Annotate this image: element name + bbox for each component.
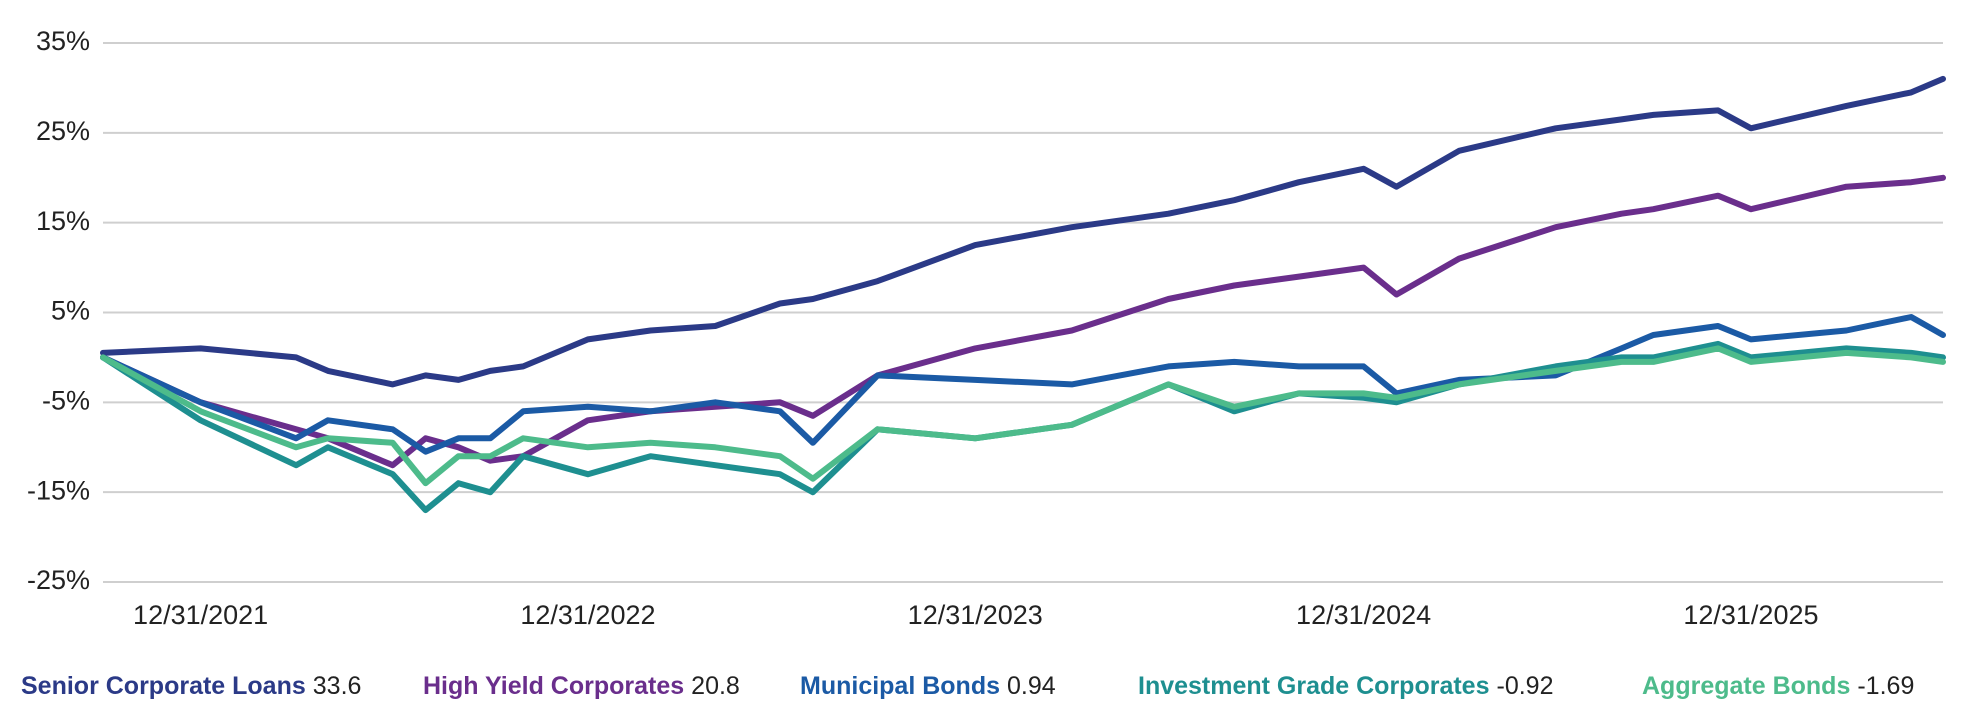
series-line [100,174,1946,469]
legend-name: Aggregate Bonds [1642,672,1850,700]
legend-value: 33.6 [313,672,362,700]
series-line [100,345,1946,487]
x-tick-label: 12/31/2022 [520,600,655,630]
legend-entry: Aggregate Bonds -1.69 [1642,672,1914,700]
legend-name: High Yield Corporates [423,672,684,700]
legend-entry: High Yield Corporates 20.8 [423,672,740,700]
legend-value: -0.92 [1497,672,1554,700]
legend-entry: Municipal Bonds 0.94 [800,672,1056,700]
x-tick-label: 12/31/2021 [133,600,268,630]
x-tick-label: 12/31/2024 [1296,600,1431,630]
legend-name: Municipal Bonds [800,672,1000,700]
y-tick-label: 5% [51,296,90,326]
legend-entry: Investment Grade Corporates -0.92 [1138,672,1553,700]
y-tick-label: 35% [36,26,90,56]
y-tick-label: -15% [27,475,90,505]
legend-value: 0.94 [1007,672,1056,700]
y-tick-label: 25% [36,116,90,146]
y-tick-label: 15% [36,206,90,236]
series-line [100,314,1946,455]
legend-value: 20.8 [691,672,740,700]
y-tick-label: -25% [27,565,90,595]
y-tick-label: -5% [42,385,90,415]
x-tick-label: 12/31/2023 [908,600,1043,630]
series-line [100,75,1946,388]
legend-name: Investment Grade Corporates [1138,672,1490,700]
legend-value: -1.69 [1857,672,1914,700]
legend-entry: Senior Corporate Loans 33.6 [21,672,361,700]
legend-name: Senior Corporate Loans [21,672,306,700]
x-tick-label: 12/31/2025 [1683,600,1818,630]
